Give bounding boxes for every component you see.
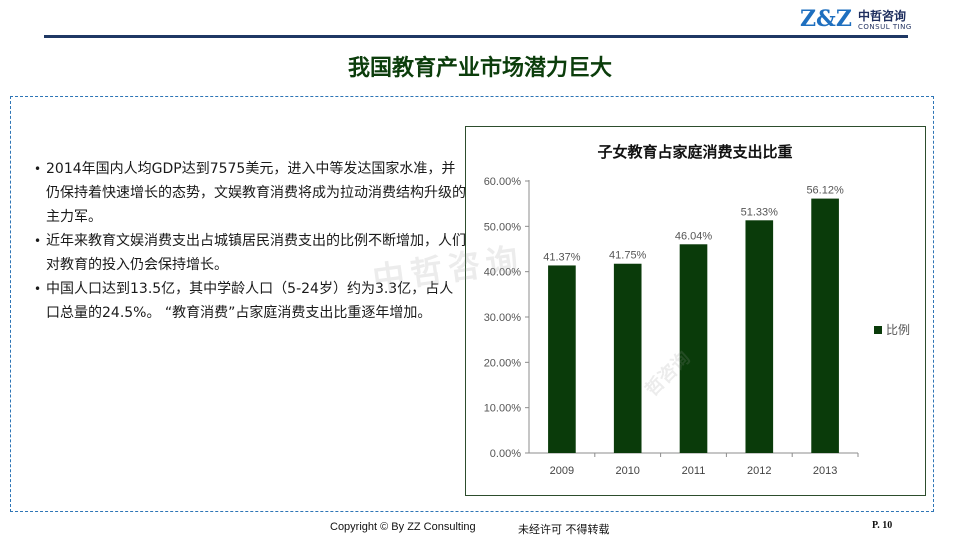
data-label: 46.04%	[675, 230, 713, 242]
bar	[548, 265, 576, 453]
x-tick-label: 2013	[813, 465, 837, 477]
company-logo: Z&Z 中哲咨询 CONSUL TING	[800, 6, 920, 36]
content-frame	[10, 96, 934, 512]
x-tick-label: 2010	[615, 465, 639, 477]
bar	[613, 263, 642, 453]
page-number: P. 10	[872, 520, 893, 531]
data-label: 56.12%	[806, 185, 844, 197]
bullet-item-gdp: 2014年国内人均GDP达到7575美元，进入中等发达国家水准，并仍保持着快速增…	[34, 157, 466, 229]
x-tick-label: 2011	[682, 465, 706, 477]
bar	[679, 244, 708, 453]
bullet-item-spending: 近年来教育文娱消费支出占城镇居民消费支出的比例不断增加，人们对教育的投入仍会保持…	[34, 229, 466, 277]
legend-label: 比例	[886, 323, 910, 337]
y-tick-label: 50.00%	[484, 221, 522, 233]
bullet-list: 2014年国内人均GDP达到7575美元，进入中等发达国家水准，并仍保持着快速增…	[34, 157, 466, 325]
header-rule	[44, 35, 908, 38]
y-tick-label: 10.00%	[484, 403, 522, 415]
logo-chinese-name: 中哲咨询	[858, 9, 907, 23]
data-label: 41.37%	[543, 251, 581, 263]
footer-notice: 未经许可 不得转载	[518, 523, 610, 536]
x-tick-label: 2012	[747, 465, 771, 477]
data-label: 41.75%	[609, 250, 647, 262]
bullet-item-population: 中国人口达到13.5亿，其中学龄人口（5-24岁）约为3.3亿，占人口总量的24…	[34, 277, 466, 325]
bar	[811, 198, 839, 453]
data-label: 51.33%	[741, 206, 779, 218]
y-tick-label: 60.00%	[484, 176, 522, 188]
bar	[745, 220, 774, 453]
y-tick-label: 30.00%	[484, 312, 522, 324]
education-spending-chart: 子女教育占家庭消费支出比重 0.00% 10.00% 20.00% 30.00% 40.…	[484, 143, 910, 477]
x-tick-label: 2009	[550, 465, 574, 477]
y-tick-label: 0.00%	[490, 448, 521, 460]
footer-copyright: Copyright © By ZZ Consulting	[330, 521, 476, 533]
slide-title: 我国教育产业市场潜力巨大	[347, 56, 612, 81]
y-tick-label: 20.00%	[484, 357, 522, 369]
logo-english-name: CONSUL TING	[858, 23, 912, 31]
y-tick-label: 40.00%	[484, 267, 522, 279]
logo-mark: Z&Z	[800, 6, 852, 32]
chart-title: 子女教育占家庭消费支出比重	[597, 143, 792, 161]
legend-swatch	[874, 326, 882, 334]
